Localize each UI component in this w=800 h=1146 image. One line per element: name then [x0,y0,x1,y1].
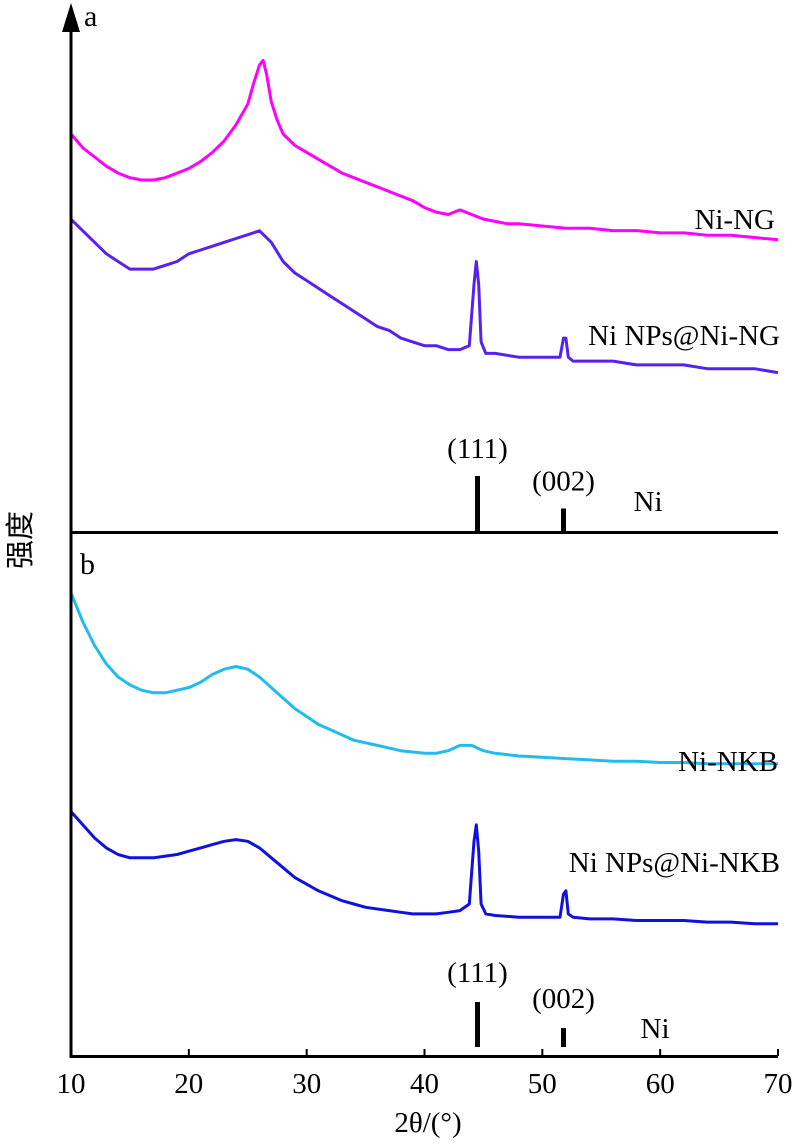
panel-b: b Ni-NKB Ni NPs@Ni-NKB (111) (002) Ni [69,548,780,1047]
y-axis-label: 强度 [4,511,37,569]
panel-a-letter: a [84,0,97,33]
x-tick-label: 50 [528,1068,557,1100]
x-tick-label: 70 [764,1068,793,1100]
reference-name-label: Ni [634,486,663,518]
reference-peak-label: (002) [532,983,595,1015]
series-line-ni-nps-ni-nkb [69,810,778,926]
series-line-ni-nps-ni-ng [69,218,779,375]
reference-peak-label: (111) [447,957,508,989]
x-tick-label: 10 [57,1068,86,1100]
series-label: Ni-NG [694,204,775,236]
axes: 10 20 30 40 50 60 70 [57,3,793,1100]
panel-a: a Ni-NG Ni NPs@Ni-NG (111) (002) Ni [69,0,780,532]
x-tick-label: 20 [174,1068,203,1100]
reference-peak-bar [475,476,480,532]
reference-peak-bar [561,508,566,532]
x-tick-label: 30 [292,1068,321,1100]
series-label: Ni-NKB [678,746,778,778]
reference-peak-label: (002) [532,466,595,498]
series-label: Ni NPs@Ni-NKB [569,847,780,879]
reference-peak-bar [561,1028,566,1047]
x-axis-label: 2θ/(°) [394,1107,461,1139]
reference-name-label: Ni [641,1013,670,1045]
series-line-ni-nkb [69,592,778,766]
series-label: Ni NPs@Ni-NG [588,320,780,352]
x-tick-label: 40 [410,1068,439,1100]
series-line-ni-ng [69,58,779,242]
reference-peak-label: (111) [447,433,508,465]
reference-peak-bar [475,1002,480,1047]
x-tick-label: 60 [646,1068,675,1100]
y-axis-arrow [62,3,80,32]
panel-b-letter: b [80,548,95,581]
